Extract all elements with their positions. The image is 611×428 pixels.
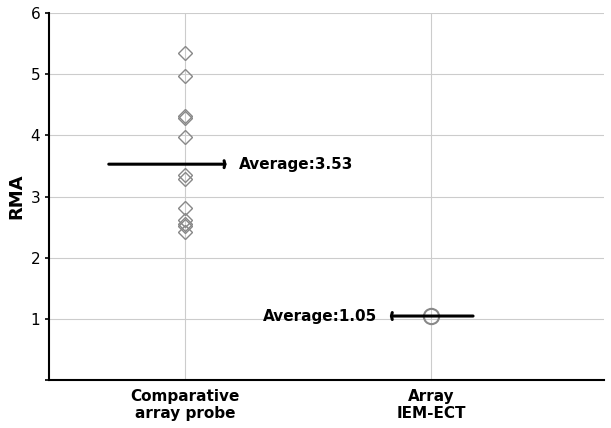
Text: Average:3.53: Average:3.53 <box>239 157 354 172</box>
Text: Average:1.05: Average:1.05 <box>263 309 377 324</box>
Y-axis label: RMA: RMA <box>7 174 25 220</box>
